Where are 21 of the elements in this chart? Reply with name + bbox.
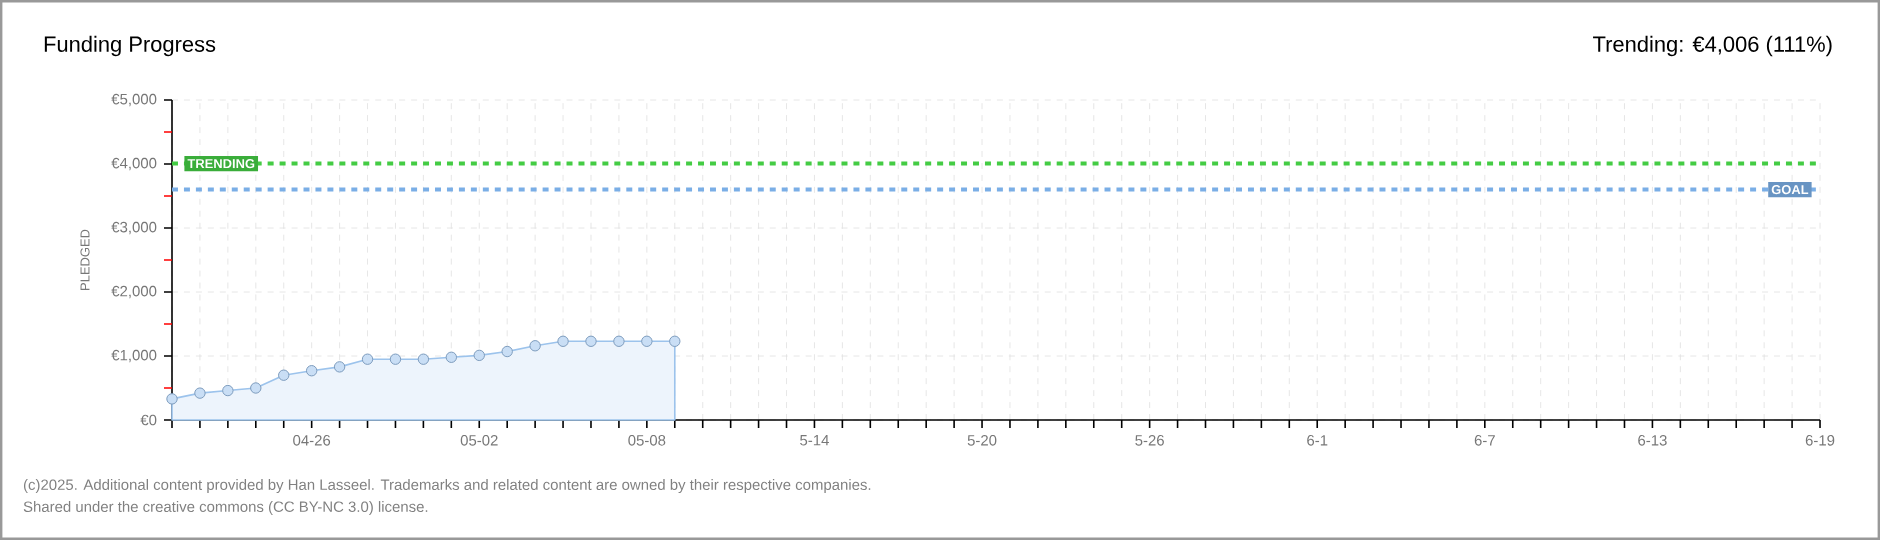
point <box>333 361 346 373</box>
chart-title: Funding Progress <box>44 35 216 57</box>
point <box>389 353 402 365</box>
point <box>166 393 178 405</box>
point <box>361 353 374 365</box>
point <box>445 351 458 363</box>
point <box>585 335 597 347</box>
point <box>305 365 318 377</box>
point <box>501 345 513 358</box>
point <box>613 335 625 347</box>
point <box>194 387 206 399</box>
point <box>529 340 541 352</box>
point <box>473 349 485 362</box>
point <box>250 382 262 394</box>
point <box>669 335 681 347</box>
point <box>222 384 234 397</box>
point <box>417 353 430 365</box>
point <box>557 335 569 347</box>
point <box>641 335 653 347</box>
point <box>278 369 290 381</box>
chart-subtitle: Trending: €4,006 (111%) <box>1593 35 1832 57</box>
